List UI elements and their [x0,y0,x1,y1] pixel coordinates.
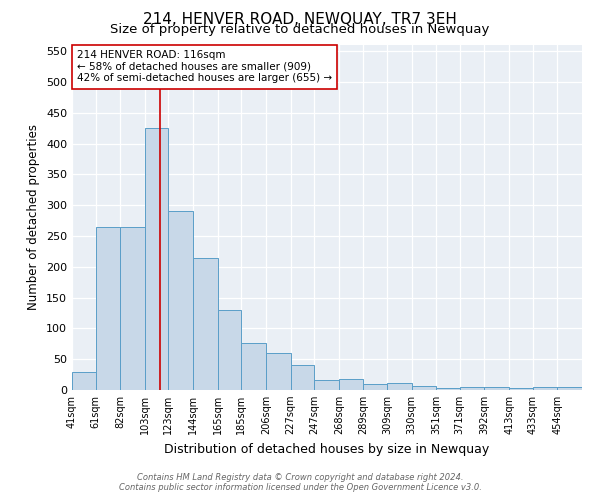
Bar [387,383,412,390]
Bar [314,380,339,390]
Text: 214, HENVER ROAD, NEWQUAY, TR7 3EH: 214, HENVER ROAD, NEWQUAY, TR7 3EH [143,12,457,28]
Bar [557,387,582,390]
Y-axis label: Number of detached properties: Number of detached properties [28,124,40,310]
Text: Contains HM Land Registry data © Crown copyright and database right 2024.
Contai: Contains HM Land Registry data © Crown c… [119,473,481,492]
Bar [241,342,266,390]
Bar [364,384,387,390]
Bar [460,387,484,390]
Bar [436,388,460,390]
X-axis label: Distribution of detached houses by size in Newquay: Distribution of detached houses by size … [164,442,490,456]
Bar [412,386,436,390]
Bar [533,387,557,390]
Bar [266,353,290,390]
Text: 214 HENVER ROAD: 116sqm
← 58% of detached houses are smaller (909)
42% of semi-d: 214 HENVER ROAD: 116sqm ← 58% of detache… [77,50,332,84]
Bar [218,310,241,390]
Bar [484,387,509,390]
Bar [72,372,95,390]
Bar [339,379,364,390]
Bar [145,128,169,390]
Bar [193,258,218,390]
Text: Size of property relative to detached houses in Newquay: Size of property relative to detached ho… [110,22,490,36]
Bar [95,226,120,390]
Bar [120,226,145,390]
Bar [509,388,533,390]
Bar [169,212,193,390]
Bar [290,366,314,390]
